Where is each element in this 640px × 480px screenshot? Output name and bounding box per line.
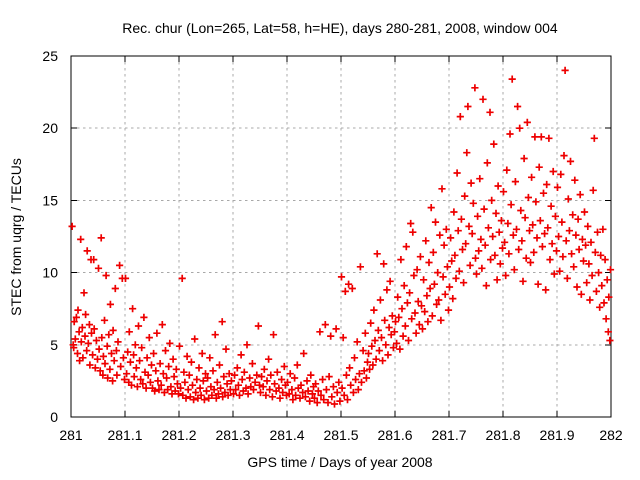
x-tick-label: 281 bbox=[59, 427, 83, 443]
x-tick-label: 281.5 bbox=[323, 427, 358, 443]
x-axis-title: GPS time / Days of year 2008 bbox=[247, 454, 432, 470]
y-tick-label: 25 bbox=[42, 48, 58, 64]
x-tick-label: 281.9 bbox=[539, 427, 574, 443]
y-tick-label: 0 bbox=[50, 409, 58, 425]
x-tick-label: 282 bbox=[599, 427, 623, 443]
y-axis-title: STEC from uqrg / TECUs bbox=[8, 158, 24, 316]
x-tick-label: 281.3 bbox=[215, 427, 250, 443]
scatter-points bbox=[68, 66, 615, 408]
y-tick-label: 10 bbox=[42, 265, 58, 281]
x-tick-label: 281.1 bbox=[107, 427, 142, 443]
y-tick-label: 20 bbox=[42, 120, 58, 136]
y-tick-label: 15 bbox=[42, 192, 58, 208]
x-tick-label: 281.7 bbox=[431, 427, 466, 443]
x-tick-label: 281.2 bbox=[161, 427, 196, 443]
stec-data-points bbox=[68, 66, 615, 408]
y-tick-label: 5 bbox=[50, 337, 58, 353]
x-tick-label: 281.4 bbox=[269, 427, 304, 443]
chart-title: Rec. chur (Lon=265, Lat=58, h=HE), days … bbox=[122, 20, 558, 36]
x-tick-label: 281.8 bbox=[485, 427, 520, 443]
tick-labels: 281 281.1 281.2 281.3 281.4 281.5 281.6 281.7 28… bbox=[42, 48, 622, 443]
plot-border bbox=[70, 55, 612, 418]
x-tick-label: 281.6 bbox=[377, 427, 412, 443]
